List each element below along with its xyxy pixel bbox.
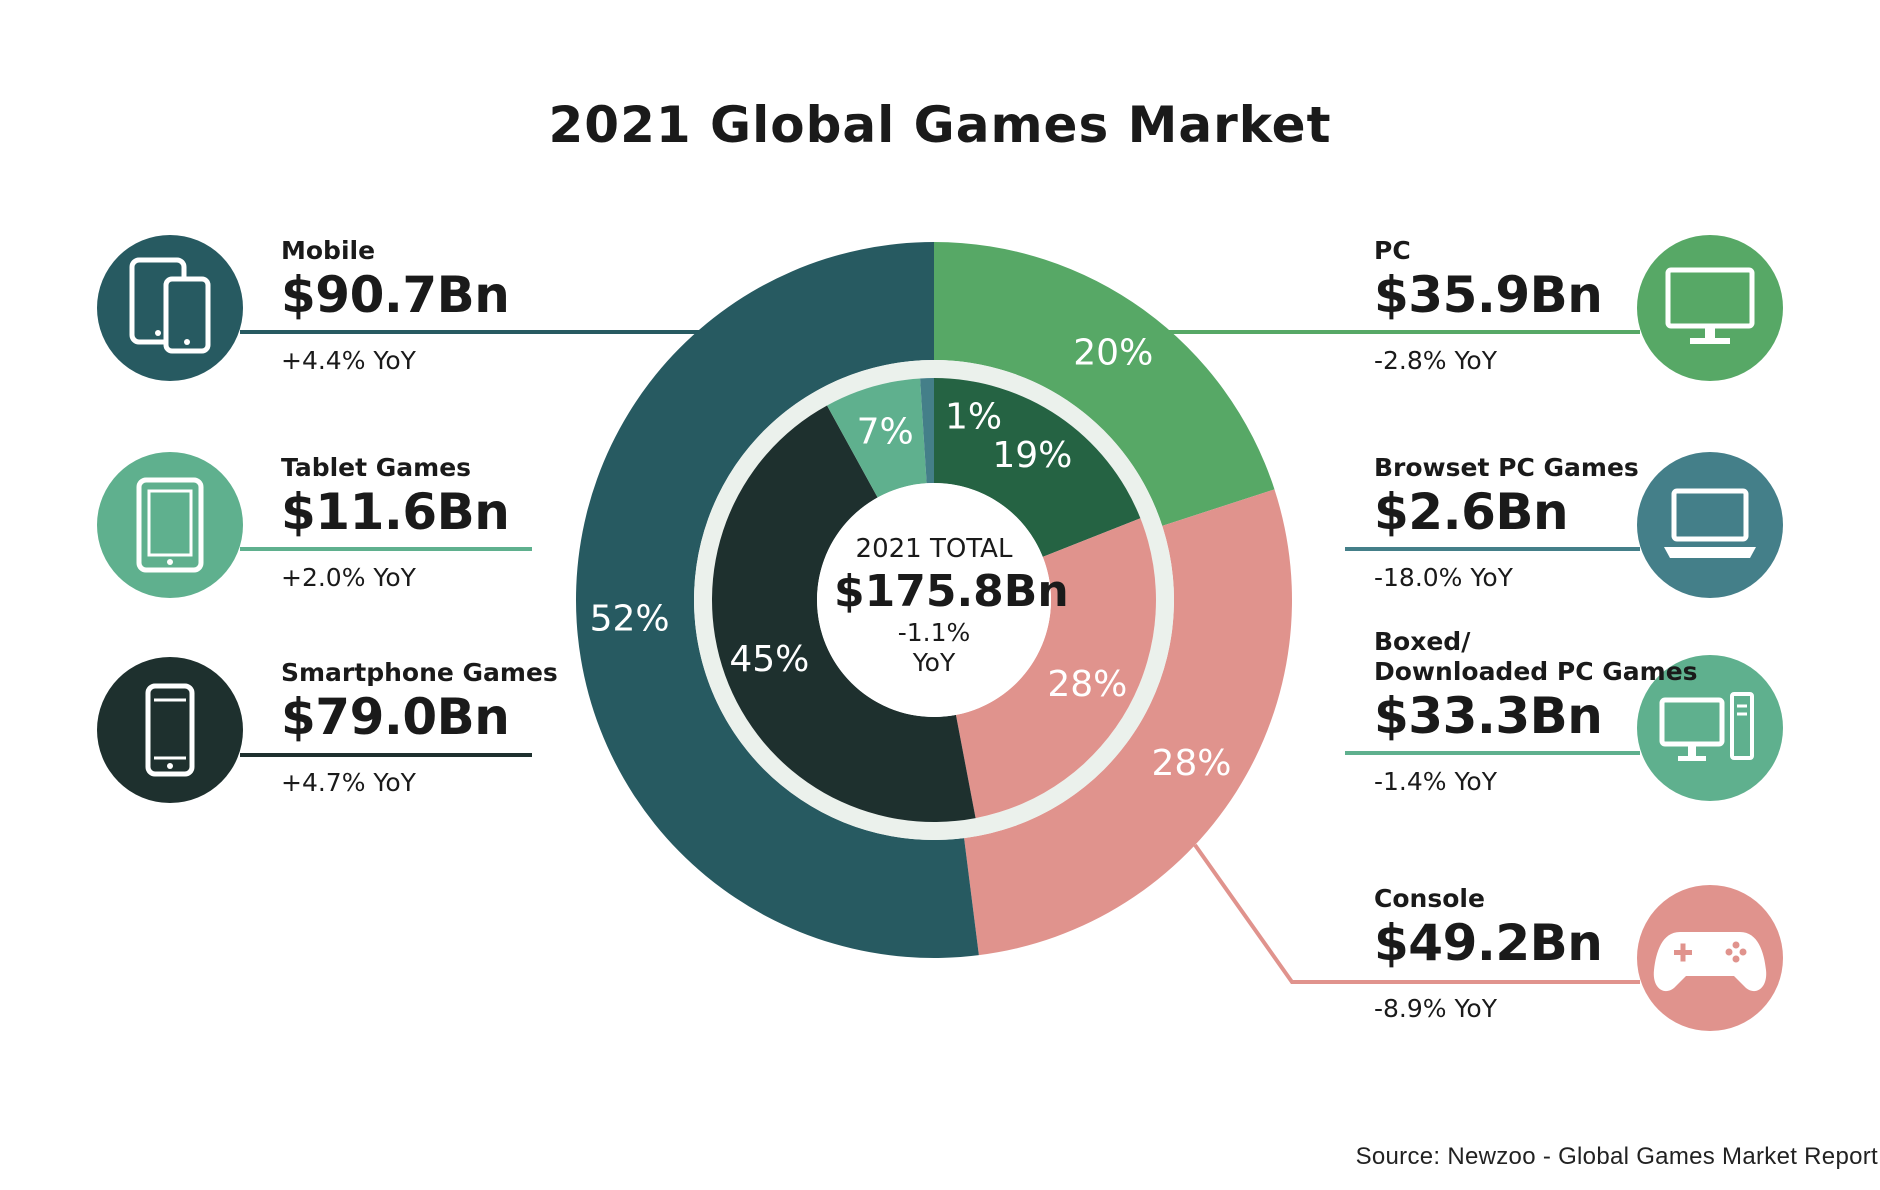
browser-yoy: -18.0% YoY (1374, 563, 1513, 592)
console-value: $49.2Bn (1374, 914, 1603, 972)
desktop-computer-icon (1637, 655, 1783, 801)
pc-block: PC $35.9Bn -2.8% YoY (1374, 236, 1704, 376)
chart-title: 2021 Global Games Market (548, 96, 1332, 154)
inner-slice-label-1: 28% (1047, 664, 1127, 705)
outer-ring-labels: 20% 28% 52% (590, 333, 1232, 784)
console-name: Console (1374, 884, 1485, 913)
outer-slice-2 (575, 242, 979, 958)
mobile-name: Mobile (281, 236, 376, 265)
tablet-name: Tablet Games (281, 453, 472, 482)
inner-slice-label-4: 1% (945, 397, 1002, 438)
browser-name: Browset PC Games (1374, 453, 1639, 482)
connector-lines (240, 330, 1640, 984)
outer-slice-label-1: 28% (1152, 743, 1232, 784)
inner-slice-label-2: 45% (729, 639, 809, 680)
smartphone-value: $79.0Bn (281, 688, 510, 746)
tablet-block: Tablet Games $11.6Bn +2.0% YoY (281, 453, 611, 593)
boxed-name: Boxed/ Downloaded PC Games (1374, 627, 1698, 686)
tablet-icon (97, 452, 243, 598)
pc-name: PC (1374, 236, 1411, 265)
inner-ring (712, 378, 1156, 822)
inner-slice-4 (920, 378, 934, 484)
gamepad-icon (1637, 885, 1783, 1031)
outer-slice-label-2: 52% (590, 599, 670, 640)
outer-slice-label-0: 20% (1073, 333, 1153, 374)
boxed-block: Boxed/ Downloaded PC Games $33.3Bn -1.4%… (1374, 627, 1704, 797)
laptop-icon (1637, 452, 1783, 598)
center-total: 2021 TOTAL $175.8Bn -1.1% YoY (834, 532, 1069, 678)
smartphone-block: Smartphone Games $79.0Bn +4.7% YoY (281, 658, 611, 798)
smartphone-name: Smartphone Games (281, 658, 558, 687)
center-hole (817, 483, 1051, 717)
center-yoy-line2: YoY (912, 648, 956, 677)
pc-value: $35.9Bn (1374, 266, 1603, 324)
mobile-block: Mobile $90.7Bn +4.4% YoY (281, 236, 611, 376)
boxed-value: $33.3Bn (1374, 687, 1603, 745)
mobile-value: $90.7Bn (281, 266, 510, 324)
mobile-icon (97, 235, 243, 381)
inner-slice-label-0: 19% (992, 435, 1072, 476)
inner-ring-labels: 19% 28% 45% 7% 1% (729, 397, 1127, 705)
browser-value: $2.6Bn (1374, 483, 1569, 541)
inner-slice-2 (712, 405, 976, 822)
inner-slice-0 (934, 378, 1141, 557)
outer-ring (575, 242, 1292, 958)
boxed-yoy: -1.4% YoY (1374, 767, 1497, 796)
tablet-yoy: +2.0% YoY (281, 563, 416, 592)
smartphone-yoy: +4.7% YoY (281, 768, 416, 797)
source-note: Source: Newzoo - Global Games Market Rep… (1355, 1143, 1878, 1170)
outer-slice-1 (964, 489, 1292, 956)
inner-slice-3 (827, 378, 927, 498)
mobile-yoy: +4.4% YoY (281, 346, 416, 375)
center-value: $175.8Bn (834, 566, 1069, 617)
outer-slice-0 (934, 242, 1275, 526)
inner-slice-label-3: 7% (857, 411, 914, 452)
tablet-value: $11.6Bn (281, 483, 510, 541)
connector-console (1193, 843, 1640, 984)
center-label: 2021 TOTAL (855, 534, 1013, 564)
pc-yoy: -2.8% YoY (1374, 346, 1497, 375)
inner-slice-1 (955, 518, 1156, 819)
center-yoy-line1: -1.1% (897, 618, 971, 647)
console-block: Console $49.2Bn -8.9% YoY (1374, 884, 1704, 1024)
smartphone-icon (97, 657, 243, 803)
monitor-icon (1637, 235, 1783, 381)
console-yoy: -8.9% YoY (1374, 994, 1497, 1023)
browser-block: Browset PC Games $2.6Bn -18.0% YoY (1374, 453, 1704, 593)
